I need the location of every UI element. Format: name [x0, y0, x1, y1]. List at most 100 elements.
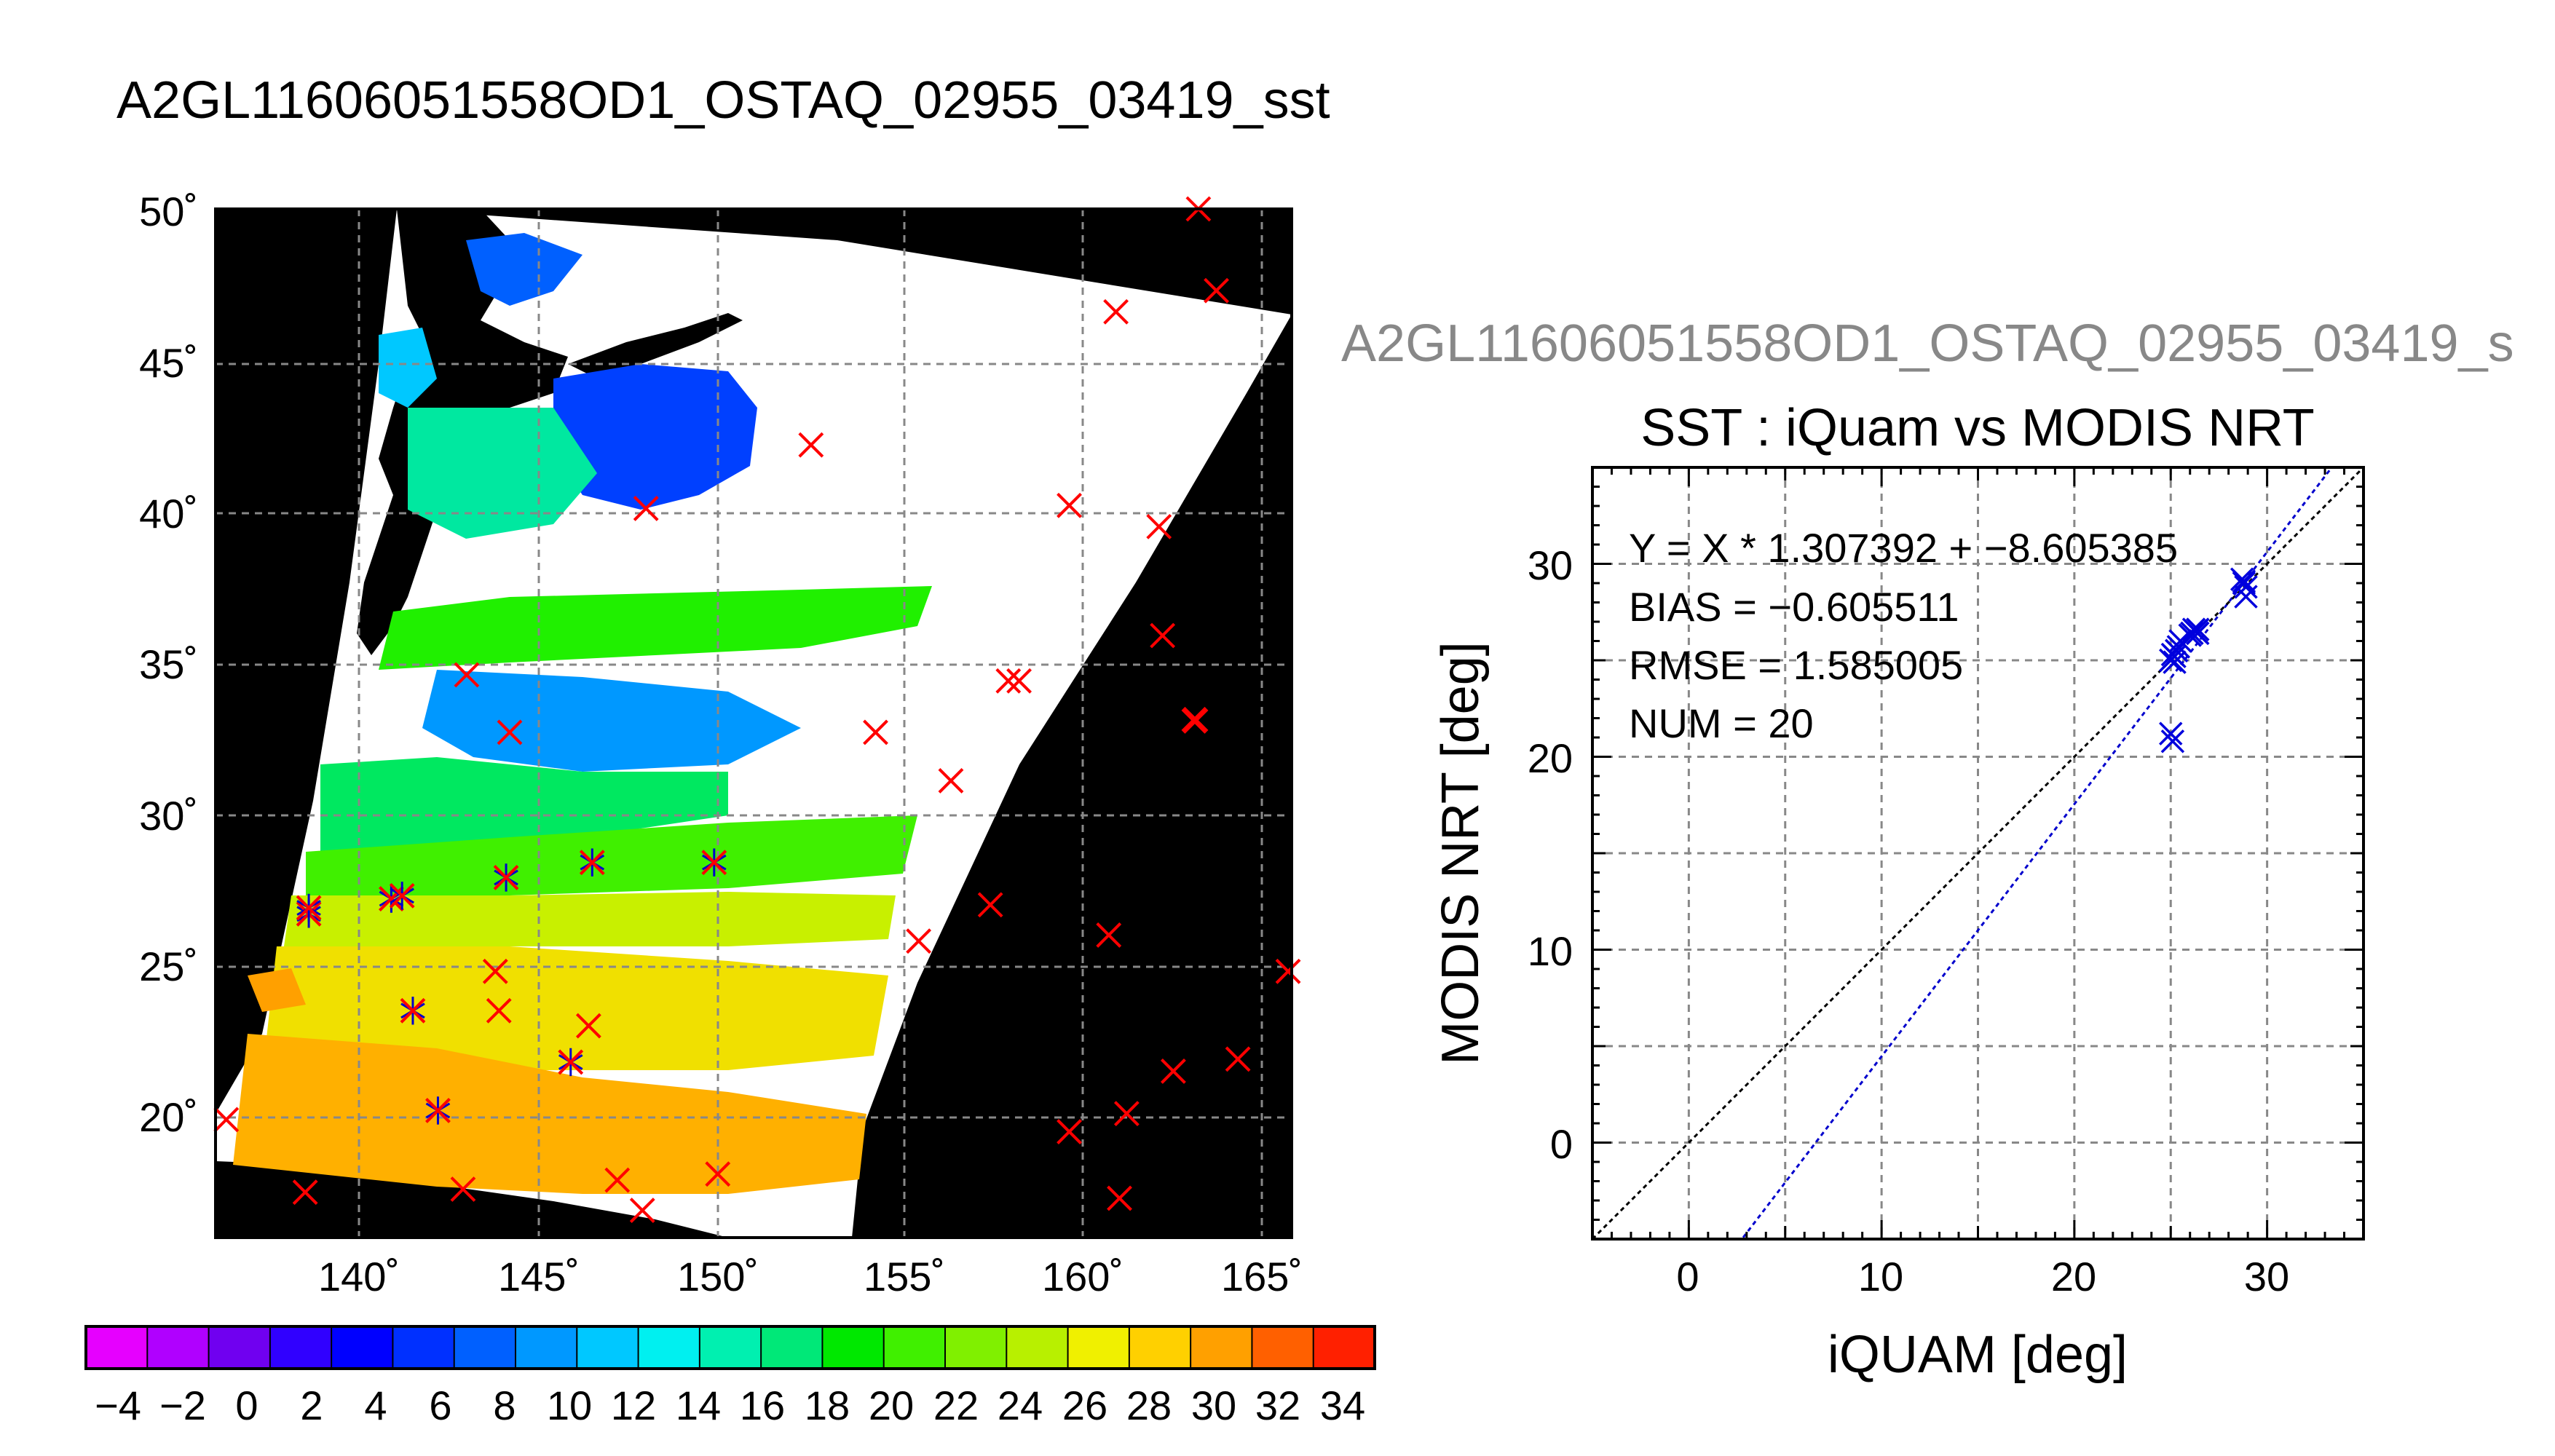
matchup-marker	[296, 893, 322, 922]
colorbar-tick-label: 16	[740, 1382, 785, 1428]
scatter-header: A2GL11606051558OD1_OSTAQ_02955_03419_s	[1341, 314, 2514, 373]
land-kuril	[568, 313, 743, 379]
colorbar-swatch	[822, 1326, 885, 1369]
lon-tick-label: 165˚	[1221, 1254, 1303, 1299]
matchup-marker	[579, 848, 605, 877]
colorbar-swatch	[1129, 1326, 1191, 1369]
lat-tick-label: 35˚	[139, 641, 198, 687]
x-tick-label: 20	[2051, 1254, 2096, 1299]
scatter-points	[2159, 567, 2258, 753]
matchup-marker	[1107, 1185, 1132, 1211]
x-tick-label: 10	[1858, 1254, 1903, 1299]
y-tick-label: 30	[1528, 542, 1573, 588]
colorbar-swatch	[1190, 1326, 1252, 1369]
scatter-point	[2163, 644, 2187, 668]
scatter-point	[2159, 721, 2183, 745]
colorbar-swatch	[883, 1326, 946, 1369]
scatter-stats: Y = X * 1.307392 + −8.605385 BIAS = −0.6…	[1629, 525, 2178, 746]
colorbar-tick-label: 12	[611, 1382, 656, 1428]
matchup-marker	[1161, 1059, 1186, 1084]
sst-map	[213, 196, 1301, 1239]
lon-tick-label: 155˚	[864, 1254, 945, 1299]
colorbar-tick-label: 2	[300, 1382, 323, 1428]
matchup-marker	[701, 848, 727, 877]
colorbar-swatch	[699, 1326, 762, 1369]
colorbar-tick-label: 22	[933, 1382, 979, 1428]
regression-lines	[1592, 467, 2364, 1239]
matchup-marker	[575, 1013, 601, 1039]
lat-tick-label: 50˚	[139, 189, 198, 234]
matchup-marker	[292, 1179, 318, 1206]
scatter-title: SST : iQuam vs MODIS NRT	[1640, 399, 2315, 457]
sst-region-orange	[233, 1034, 866, 1194]
colorbar-swatch	[577, 1326, 639, 1369]
colorbar-swatch	[86, 1326, 148, 1369]
colorbar-tick-label: 8	[493, 1382, 516, 1428]
lon-tick-labels: 140˚ 145˚ 150˚ 155˚ 160˚ 165˚	[318, 1254, 1303, 1299]
colorbar-swatch	[1313, 1326, 1375, 1369]
matchup-marker	[1057, 1119, 1082, 1144]
colorbar-tick-label: 4	[364, 1382, 387, 1428]
scatter-point	[2160, 729, 2185, 753]
scatter-point	[2178, 623, 2202, 647]
lon-tick-label: 150˚	[677, 1254, 759, 1299]
matchup-marker	[1146, 513, 1172, 539]
matchup-marker	[1006, 668, 1032, 694]
matchup-marker	[604, 1167, 631, 1193]
matchup-marker	[633, 496, 659, 521]
scatter-y-tick-labels: 0 10 20 30	[1528, 542, 1573, 1167]
sst-region-kuroshio	[408, 408, 597, 539]
colorbar-swatch	[638, 1326, 700, 1369]
sst-region-north	[466, 233, 583, 306]
matchup-marker	[400, 997, 426, 1025]
matchup-marker	[1225, 1046, 1251, 1072]
colorbar-swatch	[1006, 1326, 1069, 1369]
matchup-marker	[486, 997, 512, 1024]
scatter-point	[2232, 569, 2256, 593]
sst-region-yellowgreen	[284, 892, 896, 946]
sst-region-blue-mid	[422, 670, 801, 772]
colorbar-tick-label: 28	[1126, 1382, 1172, 1428]
lat-tick-label: 30˚	[139, 793, 198, 839]
matchup-marker	[1113, 1101, 1140, 1127]
matchup-marker	[629, 1198, 655, 1224]
x-axis-label: iQUAM [deg]	[1828, 1326, 2128, 1384]
matchup-marker	[1204, 277, 1229, 304]
matchup-marker	[1057, 492, 1082, 518]
colorbar-tick-label: 20	[869, 1382, 914, 1428]
sst-region-orange-west	[248, 968, 306, 1012]
lat-tick-labels: 50˚ 45˚ 40˚ 35˚ 30˚ 25˚ 20˚	[139, 189, 198, 1140]
colorbar-swatch	[945, 1326, 1007, 1369]
y-axis-label: MODIS NRT [deg]	[1431, 641, 1490, 1065]
matchup-marker	[1275, 958, 1301, 984]
lat-tick-label: 25˚	[139, 943, 198, 989]
colorbar-frame	[84, 1325, 1376, 1370]
sst-region-yellow	[262, 946, 888, 1077]
matchup-marker	[497, 719, 523, 745]
matchup-marker	[454, 662, 480, 688]
colorbar-swatch	[147, 1326, 210, 1369]
colorbar-tick-label: 0	[235, 1382, 258, 1428]
matchup-marker	[798, 432, 824, 458]
lon-tick-label: 160˚	[1042, 1254, 1124, 1299]
matchup-marker	[1103, 298, 1129, 325]
matchup-marker	[995, 668, 1022, 694]
matchup-marker	[863, 719, 888, 745]
sst-region-green3	[306, 815, 917, 895]
colorbar-tick-label: 30	[1191, 1382, 1236, 1428]
colorbar-tick-label: −2	[159, 1382, 206, 1428]
colorbar-swatch	[331, 1326, 393, 1369]
colorbar-swatch	[1067, 1326, 1130, 1369]
colorbar-swatch	[392, 1326, 455, 1369]
map-title: A2GL11606051558OD1_OSTAQ_02955_03419_sst	[117, 71, 1330, 130]
colorbar-tick-label: 34	[1320, 1382, 1365, 1428]
matchup-marker	[558, 1048, 584, 1077]
colorbar-swatch	[208, 1326, 271, 1369]
matchup-marker	[482, 958, 508, 984]
sst-region-oyashio	[553, 364, 757, 510]
colorbar-tick-label: 10	[547, 1382, 592, 1428]
matchup-markers	[213, 196, 1301, 1224]
colorbar-tick-label: 6	[429, 1382, 451, 1428]
identity-line	[1592, 467, 2364, 1239]
